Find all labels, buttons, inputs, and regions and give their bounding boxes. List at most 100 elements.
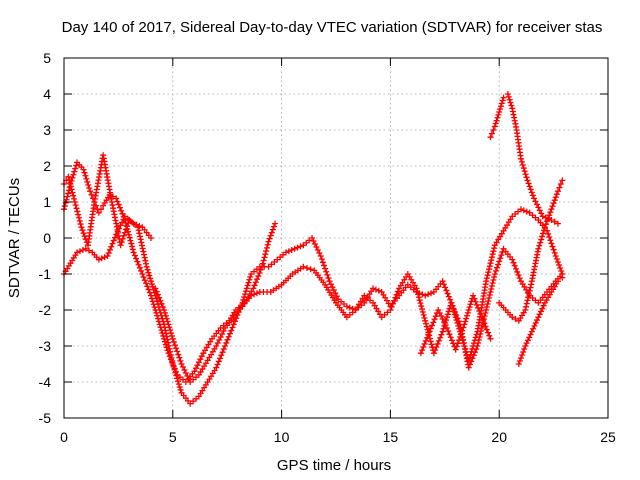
series-marker-trail <box>504 309 514 318</box>
data-point <box>500 94 507 101</box>
data-point <box>517 155 524 162</box>
series-marker-trail <box>371 302 383 318</box>
data-point <box>369 285 376 292</box>
series-marker-trail <box>223 324 236 346</box>
series-marker-trail <box>425 290 435 298</box>
series-marker-trail <box>466 346 480 368</box>
x-tick-labels: 0 5 10 15 20 25 <box>60 429 616 445</box>
data-point <box>478 314 485 321</box>
series-marker-trail <box>453 324 467 350</box>
data-point <box>250 285 257 292</box>
x-tick-label: 5 <box>169 429 177 445</box>
data-point <box>522 343 529 349</box>
data-point <box>87 188 94 195</box>
series-marker-trail <box>327 281 340 300</box>
series-marker-trail <box>532 198 545 217</box>
series-marker-trail <box>170 338 184 364</box>
series-marker-trail <box>529 295 539 304</box>
series-track-6 <box>515 274 566 367</box>
series-marker-trail <box>101 194 112 206</box>
data-point <box>483 278 490 285</box>
series-marker-trail <box>109 202 123 246</box>
series-marker-trail <box>381 309 391 318</box>
data-point <box>448 299 455 306</box>
series-marker-trail <box>202 338 214 354</box>
series-marker-trail <box>277 251 287 261</box>
y-tick-labels: -5 -4 -3 -2 -1 0 1 2 3 4 5 <box>39 50 52 426</box>
series-marker-trail <box>380 291 392 307</box>
data-point <box>554 220 561 227</box>
axis-ticks <box>63 57 609 419</box>
series-marker-trail <box>161 324 176 364</box>
series-marker-trail <box>235 302 245 311</box>
data-point <box>282 249 289 256</box>
series-marker-trail <box>416 290 426 298</box>
series-marker-trail <box>509 108 519 130</box>
data-point <box>524 177 531 184</box>
series-marker-trail <box>530 317 541 332</box>
series-marker-trail <box>493 230 505 246</box>
series-marker-trail <box>406 273 418 289</box>
series-marker-trail <box>480 317 493 339</box>
series-marker-trail <box>517 309 527 322</box>
data-point <box>80 166 87 173</box>
series-marker-trail <box>241 295 252 307</box>
data-point <box>554 278 561 285</box>
data-point <box>148 235 155 241</box>
series-marker-trail <box>334 302 349 318</box>
series-marker-trail <box>397 273 410 289</box>
series-marker-trail <box>364 295 374 304</box>
series-marker-trail <box>492 248 506 274</box>
series-marker-trail <box>498 302 507 311</box>
series-marker-trail <box>488 127 497 137</box>
series-marker-trail <box>66 176 78 202</box>
series-marker-trail <box>280 273 294 286</box>
data-point <box>387 307 394 313</box>
series-marker-trail <box>303 265 314 273</box>
series-marker-trail <box>214 328 227 346</box>
series-marker-trail <box>543 291 553 304</box>
y-axis-label: SDTVAR / TECUs <box>6 178 23 298</box>
series-marker-trail <box>220 320 230 329</box>
y-tick-label: 2 <box>43 158 51 174</box>
series-marker-trail <box>318 256 332 282</box>
series-marker-trail <box>88 191 97 202</box>
series-marker-trail <box>81 169 93 192</box>
series-marker-trail <box>313 269 327 286</box>
series-marker-trail <box>518 158 530 181</box>
y-tick-label: 3 <box>43 122 51 138</box>
data-point <box>265 238 272 245</box>
data-point <box>539 213 546 220</box>
series-marker-trail <box>260 289 271 295</box>
series-marker-trail <box>529 212 539 221</box>
series-marker-trail <box>157 324 171 354</box>
series-marker-trail <box>170 363 184 393</box>
data-point <box>487 134 494 141</box>
series-marker-trail <box>537 291 548 304</box>
data-point <box>535 314 542 321</box>
series-marker-trail <box>346 309 356 318</box>
series-marker-trail <box>285 247 295 255</box>
data-point <box>559 177 566 184</box>
data-point <box>169 361 176 367</box>
series-marker-trail <box>542 209 554 228</box>
series-marker-trail <box>338 298 347 307</box>
series-marker-trail <box>190 395 200 405</box>
series-marker-trail <box>85 202 97 246</box>
series-marker-trail <box>433 280 444 293</box>
data-point <box>535 245 542 252</box>
series-marker-trail <box>432 331 445 354</box>
data-point <box>461 321 468 328</box>
series-marker-trail <box>553 256 565 274</box>
series-marker-trail <box>105 234 118 256</box>
series-marker-trail <box>388 288 401 310</box>
series-marker-trail <box>310 238 323 256</box>
series-marker-trail <box>292 265 304 276</box>
series-marker-trail <box>61 184 73 210</box>
series-marker-trail <box>153 288 166 310</box>
data-point <box>161 307 168 313</box>
y-tick-label: 4 <box>43 86 51 102</box>
series-marker-trail <box>449 302 462 325</box>
data-point <box>272 220 279 227</box>
x-tick-label: 15 <box>383 429 399 445</box>
